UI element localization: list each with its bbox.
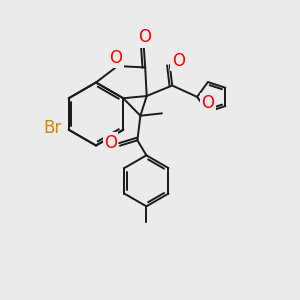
Text: O: O: [104, 134, 117, 152]
Text: O: O: [138, 28, 151, 46]
Text: Br: Br: [43, 119, 61, 137]
Text: O: O: [110, 49, 123, 67]
Text: O: O: [172, 52, 185, 70]
Text: O: O: [201, 94, 214, 112]
